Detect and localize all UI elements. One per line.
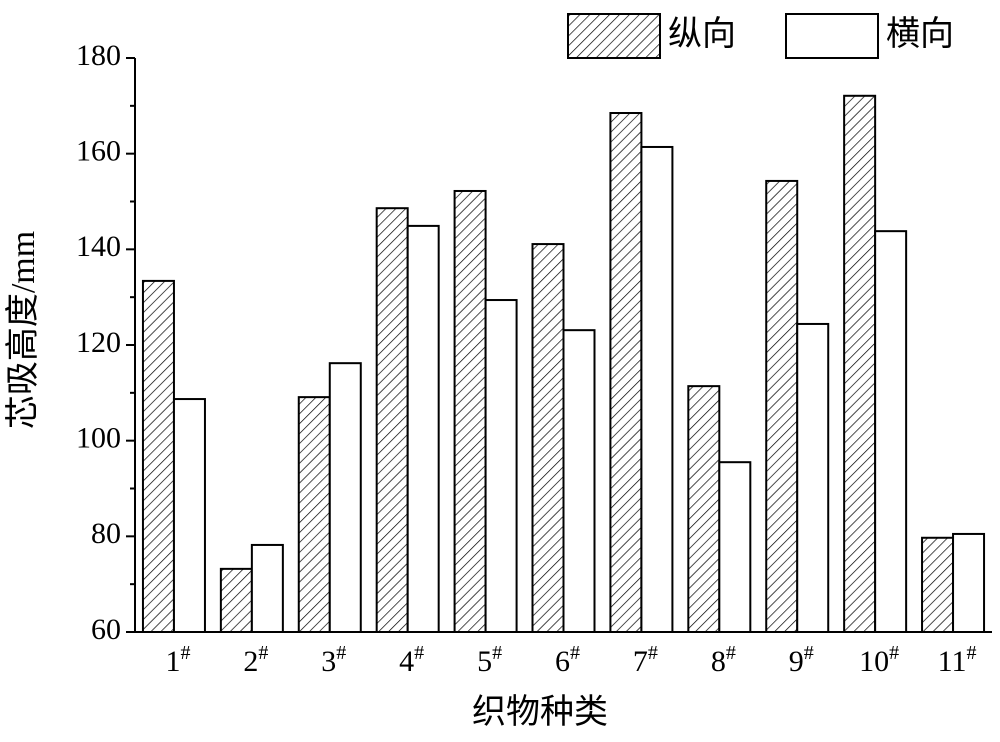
bar: [531, 243, 565, 634]
y-tick-label: 100: [76, 422, 121, 455]
bar: [250, 543, 284, 634]
x-tick-label: 3#: [321, 642, 346, 678]
x-tick-label: 2#: [243, 642, 268, 678]
x-tick-label: 11#: [938, 642, 977, 678]
y-tick-label: 80: [91, 517, 121, 550]
bar: [219, 567, 253, 633]
legend-label: 横向: [886, 15, 954, 53]
y-axis-label: 芯吸高度/mm: [4, 231, 42, 429]
bar: [921, 536, 955, 633]
x-tick-label: 10#: [859, 642, 899, 678]
bar: [453, 189, 487, 634]
y-tick-label: 60: [91, 613, 121, 646]
bar: [484, 299, 518, 633]
legend-swatch: [785, 13, 879, 59]
bar: [562, 329, 596, 633]
legend-label: 纵向: [668, 15, 736, 53]
legend-swatch: [567, 13, 661, 59]
bar: [687, 385, 721, 633]
x-tick-label: 1#: [165, 642, 190, 678]
bar: [640, 145, 674, 633]
bar: [609, 112, 643, 633]
x-tick-label: 7#: [633, 642, 658, 678]
bar: [141, 279, 175, 633]
y-tick-label: 120: [76, 326, 121, 359]
x-axis-label: 织物种类: [472, 693, 608, 731]
bar: [843, 94, 877, 633]
x-tick-label: 9#: [789, 642, 814, 678]
bar: [172, 398, 206, 633]
x-tick-label: 6#: [555, 642, 580, 678]
bar: [328, 362, 362, 633]
bar: [718, 461, 752, 634]
y-tick-label: 180: [76, 39, 121, 72]
bar: [406, 224, 440, 634]
y-tick-label: 160: [76, 135, 121, 168]
bar: [874, 230, 908, 633]
x-tick-label: 5#: [477, 642, 502, 678]
x-tick-label: 8#: [711, 642, 736, 678]
bar: [765, 179, 799, 633]
bar: [952, 532, 986, 633]
y-tick-label: 140: [76, 230, 121, 263]
bar: [375, 207, 409, 634]
bar: [796, 322, 830, 633]
x-tick-label: 4#: [399, 642, 424, 678]
bar: [297, 396, 331, 633]
